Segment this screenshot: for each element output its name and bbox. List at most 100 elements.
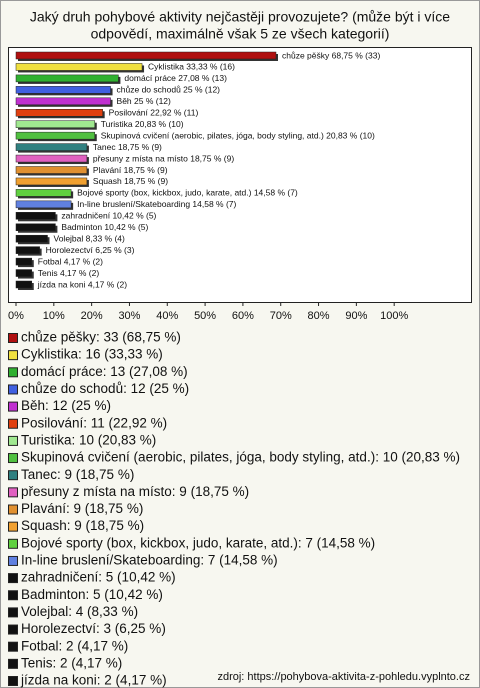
- bar: [15, 120, 96, 128]
- legend-swatch: [8, 401, 18, 412]
- legend-swatch: [8, 607, 18, 618]
- x-tick-label: 0%: [8, 310, 24, 322]
- x-tick-label: 50%: [194, 310, 216, 322]
- legend-label: chůze pěšky: 33 (68,75 %): [21, 330, 181, 345]
- legend-swatch: [8, 487, 18, 498]
- x-tick-label: 60%: [232, 310, 254, 322]
- data-label: Turistika 20,83 % (10): [101, 119, 184, 129]
- x-tick-label: 70%: [270, 310, 292, 322]
- bar: [15, 166, 88, 174]
- legend-swatch: [8, 624, 18, 635]
- legend-label: Horolezectví: 3 (6,25 %): [21, 621, 166, 636]
- legend-swatch: [8, 658, 18, 669]
- data-label: chůze pěšky 68,75 % (33): [282, 50, 380, 60]
- data-label: Fotbal 4,17 % (2): [38, 256, 103, 266]
- bar: [15, 280, 33, 289]
- legend-label: Turistika: 10 (20,83 %): [21, 432, 156, 447]
- data-label: Bojové sporty (box, kickbox, judo, karat…: [77, 188, 298, 198]
- bar: [15, 51, 277, 60]
- bar: [15, 131, 96, 140]
- legend-label: Tenis: 2 (4,17 %): [21, 655, 122, 670]
- legend-swatch: [8, 676, 18, 686]
- legend-label: Plavání: 9 (18,75 %): [21, 501, 143, 516]
- legend-swatch: [8, 367, 18, 378]
- legend-label: jízda na koni: 2 (4,17 %): [20, 673, 167, 688]
- bar: [15, 234, 48, 243]
- legend-label: Tanec: 9 (18,75 %): [21, 467, 134, 482]
- bar: [15, 189, 72, 197]
- legend-label: In-line bruslení/Skateboarding: 7 (14,58…: [21, 553, 278, 568]
- legend-label: Bojové sporty (box, kickbox, judo, karat…: [21, 535, 375, 550]
- legend-label: Volejbal: 4 (8,33 %): [21, 604, 138, 619]
- legend-label: chůze do schodů: 12 (25 %): [21, 381, 189, 396]
- legend-swatch: [8, 504, 18, 515]
- data-label: jízda na koni 4,17 % (2): [37, 279, 127, 289]
- data-label: Plavání 18,75 % (9): [93, 165, 168, 175]
- bar: [15, 63, 143, 71]
- bar: [15, 143, 88, 151]
- legend-swatch: [8, 521, 18, 532]
- legend-label: Skupinová cvičení (aerobic, pilates, jóg…: [21, 450, 460, 465]
- legend-label: Posilování: 11 (22,92 %): [21, 415, 167, 430]
- source: zdroj: https://pohybova-aktivita-z-pohle…: [217, 671, 470, 683]
- data-label: přesuny z místa na místo 18,75 % (9): [93, 153, 234, 163]
- bar: [15, 86, 111, 94]
- bar: [15, 154, 88, 163]
- data-label: Horolezectví 6,25 % (3): [46, 245, 135, 255]
- legend-swatch: [8, 573, 18, 584]
- legend-swatch: [8, 590, 18, 601]
- x-tick-label: 90%: [345, 310, 367, 322]
- chart-title: odpovědí, maximálně však 5 ze všech kate…: [91, 26, 390, 42]
- data-label: Volejbal 8,33 % (4): [54, 233, 126, 243]
- chart-title: Jaký druh pohybové aktivity nejčastěji p…: [30, 9, 450, 25]
- legend-swatch: [8, 538, 18, 549]
- data-label: In-line bruslení/Skateboarding 14,58 % (…: [77, 199, 236, 209]
- x-tick-label: 10%: [43, 310, 65, 322]
- bar: [15, 246, 40, 254]
- legend-swatch: [8, 453, 18, 464]
- data-label: Posilování 22,92 % (11): [109, 108, 199, 118]
- x-tick-label: 80%: [308, 310, 330, 322]
- data-label: chůze do schodů 25 % (12): [117, 85, 221, 95]
- legend-label: Cyklistika: 16 (33,33 %): [21, 347, 163, 362]
- data-label: Cyklistika 33,33 % (16): [148, 62, 235, 72]
- legend-label: zahradničení: 5 (10,42 %): [21, 570, 176, 585]
- bar: [15, 74, 119, 83]
- legend-swatch: [8, 333, 18, 343]
- legend-label: Squash: 9 (18,75 %): [21, 518, 144, 533]
- x-tick-label: 40%: [156, 310, 178, 322]
- data-label: Badminton 10,42 % (5): [61, 222, 148, 232]
- legend-swatch: [8, 641, 18, 652]
- legend-swatch: [8, 418, 18, 429]
- legend-swatch: [8, 435, 18, 446]
- data-label: Tanec 18,75 % (9): [93, 142, 162, 152]
- bar: [15, 97, 111, 106]
- legend-swatch: [8, 384, 18, 395]
- data-label: Squash 18,75 % (9): [93, 176, 168, 186]
- legend-swatch: [8, 555, 18, 566]
- data-label: domácí práce 27,08 % (13): [124, 73, 227, 83]
- x-tick-label: 20%: [81, 310, 103, 322]
- legend-label: přesuny z místa na místo: 9 (18,75 %): [21, 484, 249, 499]
- data-label: zahradničení 10,42 % (5): [61, 211, 156, 221]
- bar: [15, 269, 33, 277]
- data-label: Běh 25 % (12): [117, 96, 172, 106]
- legend-label: domácí práce: 13 (27,08 %): [21, 364, 188, 379]
- legend-swatch: [8, 350, 18, 361]
- data-label: Skupinová cvičení (aerobic, pilates, jóg…: [101, 130, 375, 140]
- bar: [15, 177, 88, 186]
- data-label: Tenis 4,17 % (2): [38, 268, 100, 278]
- legend-label: Fotbal: 2 (4,17 %): [21, 638, 128, 653]
- legend-label: Běh: 12 (25 %): [21, 398, 111, 413]
- bar: [15, 257, 33, 266]
- legend-swatch: [8, 470, 18, 481]
- x-tick-label: 100%: [380, 310, 408, 322]
- bar: [15, 200, 72, 209]
- bar: [15, 109, 103, 117]
- bar: [15, 212, 56, 220]
- x-tick-label: 30%: [118, 310, 140, 322]
- legend-label: Badminton: 5 (10,42 %): [21, 587, 163, 602]
- bar: [15, 223, 56, 231]
